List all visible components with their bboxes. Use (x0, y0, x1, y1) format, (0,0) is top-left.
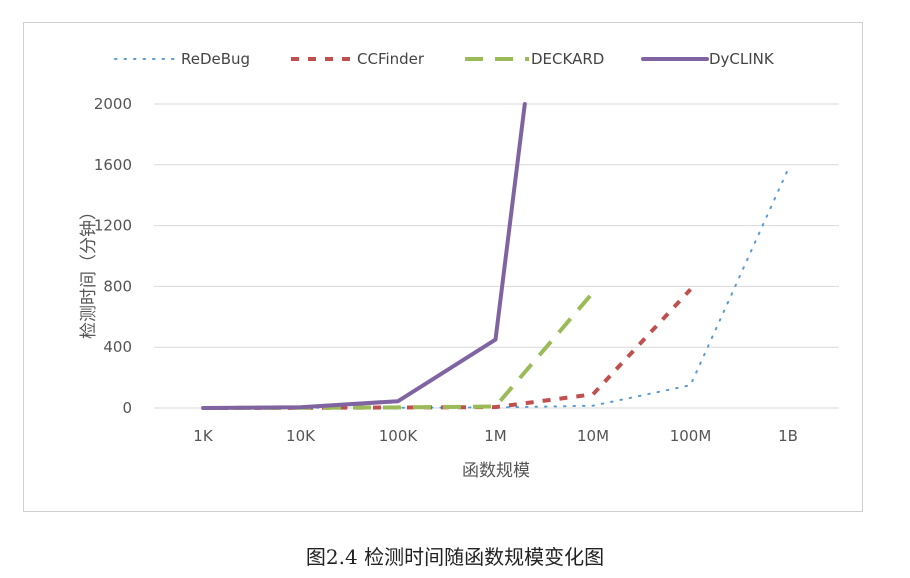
series-line-deckard (202, 291, 595, 410)
y-axis-title: 检测时间（分钟） (79, 203, 99, 339)
x-axis-title: 函数规模 (462, 461, 530, 481)
legend-label-deckard: DECKARD (531, 50, 604, 68)
series-line-redebug (202, 168, 789, 409)
y-tick-label-1600: 1600 (94, 156, 132, 174)
chart-frame: 0 400 800 1200 1600 2000 1K 10K 100K 1M 10M 100M 1B… (23, 22, 863, 512)
x-tick-label-1B: 1B (778, 427, 798, 445)
y-tick-labels: 0 400 800 1200 1600 2000 (94, 95, 132, 417)
x-tick-label-10K: 10K (286, 427, 316, 445)
y-tick-label-0: 0 (122, 399, 132, 417)
x-tick-labels: 1K 10K 100K 1M 10M 100M 1B (193, 427, 798, 445)
series-line-ccfinder (202, 288, 692, 410)
x-tick-label-100M: 100M (670, 427, 712, 445)
legend: ReDeBug CCFinder DECKARD DyCLINK (114, 50, 775, 68)
x-tick-label-10M: 10M (577, 427, 609, 445)
x-tick-label-1M: 1M (484, 427, 507, 445)
series-lines (201, 102, 789, 410)
figure-caption: 图2.4 检测时间随函数规模变化图 (305, 545, 605, 569)
line-chart: 0 400 800 1200 1600 2000 1K 10K 100K 1M 10M 100M 1B… (79, 50, 839, 481)
grid-lines (154, 103, 839, 409)
legend-label-ccfinder: CCFinder (357, 50, 425, 68)
x-tick-label-100K: 100K (379, 427, 419, 445)
x-tick-label-1K: 1K (193, 427, 214, 445)
y-tick-label-2000: 2000 (94, 95, 132, 113)
legend-label-redebug: ReDeBug (181, 50, 250, 68)
y-tick-label-800: 800 (103, 277, 132, 295)
legend-label-dyclink: DyCLINK (709, 50, 775, 68)
y-tick-label-1200: 1200 (94, 217, 132, 235)
series-line-dyclink (201, 102, 527, 410)
y-tick-label-400: 400 (103, 338, 132, 356)
